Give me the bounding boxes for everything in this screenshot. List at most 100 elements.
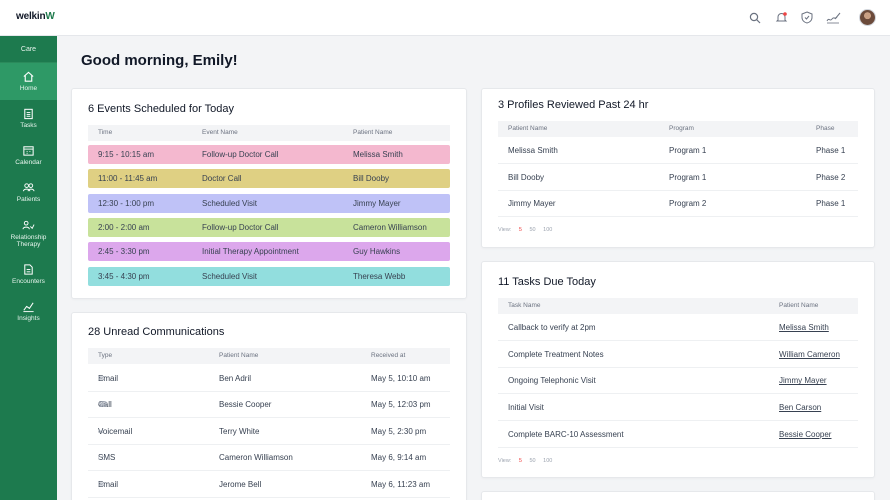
sidebar-item-insights[interactable]: Insights bbox=[0, 293, 57, 330]
view-option-100[interactable]: 100 bbox=[543, 227, 553, 233]
task-patient-link[interactable]: Melissa Smith bbox=[779, 323, 829, 332]
sidebar-item-label: Encounters bbox=[12, 278, 45, 286]
event-row[interactable]: 2:45 - 3:30 pm Initial Therapy Appointmen… bbox=[88, 242, 450, 262]
sidebar-item-tasks[interactable]: Tasks bbox=[0, 100, 57, 137]
sidebar-item-calendar[interactable]: Calendar bbox=[0, 137, 57, 174]
event-row[interactable]: 12:30 - 1:00 pm Scheduled Visit Jimmy Maye… bbox=[88, 193, 450, 213]
communication-row[interactable]: ✉ Email Jerome Bell May 6, 11:23 am bbox=[88, 472, 450, 498]
column-header: Event Name bbox=[202, 129, 238, 136]
event-patient: Bill Dooby bbox=[353, 174, 390, 184]
task-patient-link[interactable]: William Cameron bbox=[779, 349, 840, 359]
event-row[interactable]: 3:45 - 4:30 pm Scheduled Visit Theresa Web… bbox=[88, 266, 450, 286]
app-logo[interactable]: welkinW bbox=[16, 11, 55, 22]
communication-type-label: Voicemail bbox=[98, 426, 133, 436]
communication-type: ∞ Voicemail bbox=[98, 419, 132, 445]
view-option-50[interactable]: 50 bbox=[529, 227, 536, 233]
home-icon bbox=[23, 71, 34, 83]
event-patient: Theresa Webb bbox=[353, 271, 406, 281]
communication-type: ▭ SMS bbox=[98, 445, 115, 471]
task-name: Complete BARC-10 Assessment bbox=[508, 429, 624, 439]
view-option-100[interactable]: 100 bbox=[543, 458, 553, 464]
communication-patient: Terry White bbox=[219, 426, 260, 436]
tasks-pagination: View: 5 50 100 bbox=[498, 458, 558, 464]
view-option-5[interactable]: 5 bbox=[518, 458, 522, 464]
view-option-50[interactable]: 50 bbox=[529, 458, 536, 464]
profiles-title: 3 Profiles Reviewed Past 24 hr bbox=[498, 99, 649, 111]
view-option-5[interactable]: 5 bbox=[518, 227, 522, 233]
profile-row[interactable]: Bill Dooby Program 1 Phase 2 bbox=[498, 165, 858, 191]
column-header: Patient Name bbox=[219, 352, 259, 359]
communications-title: 28 Unread Communications bbox=[88, 326, 225, 338]
communication-type-label: Email bbox=[98, 374, 119, 383]
column-header: Patient Name bbox=[508, 125, 548, 132]
voicemail-icon: ∞ bbox=[98, 426, 104, 436]
phone-icon: ☎ bbox=[98, 400, 108, 410]
sidebar-item-home[interactable]: Home bbox=[0, 63, 57, 100]
event-name: Follow-up Doctor Call bbox=[202, 150, 279, 159]
task-row[interactable]: Complete BARC-10 Assessment Bessie Cooper bbox=[498, 422, 858, 448]
task-row[interactable]: Callback to verify at 2pm Melissa Smith bbox=[498, 315, 858, 341]
sidebar-item-label: Home bbox=[19, 85, 38, 93]
profiles-card: 3 Profiles Reviewed Past 24 hr Patient N… bbox=[481, 88, 875, 248]
profile-row[interactable]: Melissa Smith Program 1 Phase 1 bbox=[498, 138, 858, 164]
event-name: Doctor Call bbox=[202, 174, 242, 184]
communication-row[interactable]: ✉ Email Ben Adril May 5, 10:10 am bbox=[88, 366, 450, 392]
communication-patient: Bessie Cooper bbox=[219, 400, 272, 410]
calendar-icon bbox=[23, 146, 34, 157]
event-patient: Guy Hawkins bbox=[353, 247, 401, 257]
profile-phase: Phase 1 bbox=[816, 146, 846, 155]
events-table-header: Time Event Name Patient Name bbox=[88, 125, 450, 141]
task-row[interactable]: Initial Visit Ben Carson bbox=[498, 395, 858, 422]
sidebar-item-label: Relationship Therapy bbox=[10, 233, 47, 248]
communication-received: May 6, 9:14 am bbox=[371, 453, 427, 463]
clipboard-icon bbox=[24, 109, 33, 120]
sidebar-item-encounters[interactable]: Encounters bbox=[0, 256, 57, 293]
task-patient-link[interactable]: Jimmy Mayer bbox=[779, 376, 827, 386]
communication-type: ☎ Call bbox=[98, 392, 112, 418]
event-row[interactable]: 2:00 - 2:00 am Follow-up Doctor Call Camer… bbox=[88, 217, 450, 237]
top-bar: welkinW bbox=[0, 0, 890, 36]
profile-row[interactable]: Jimmy Mayer Program 2 Phase 1 bbox=[498, 191, 858, 217]
profile-patient: Bill Dooby bbox=[508, 172, 545, 182]
task-patient-link[interactable]: Ben Carson bbox=[779, 403, 822, 413]
communication-row[interactable]: ☎ Call Bessie Cooper May 5, 12:03 pm bbox=[88, 392, 450, 419]
communication-row[interactable]: ∞ Voicemail Terry White May 5, 2:30 pm bbox=[88, 419, 450, 445]
event-row[interactable]: 9:15 - 10:15 am Follow-up Doctor Call Meli… bbox=[88, 145, 450, 164]
profile-program: Program 2 bbox=[669, 199, 707, 208]
view-label: View: bbox=[498, 227, 512, 233]
event-patient: Melissa Smith bbox=[353, 150, 403, 159]
sidebar-item-label: Tasks bbox=[20, 122, 37, 130]
bell-icon[interactable] bbox=[773, 10, 789, 26]
column-header: Time bbox=[98, 129, 113, 136]
sidebar-item-relationship-therapy[interactable]: Relationship Therapy bbox=[0, 211, 57, 256]
column-header: Patient Name bbox=[779, 302, 819, 309]
signature-icon[interactable] bbox=[825, 10, 841, 26]
communication-received: May 5, 12:03 pm bbox=[371, 400, 431, 410]
event-time: 9:15 - 10:15 am bbox=[98, 150, 155, 159]
sidebar-item-patients[interactable]: Patients bbox=[0, 174, 57, 211]
search-icon[interactable] bbox=[747, 10, 763, 26]
event-row[interactable]: 11:00 - 11:45 am Doctor Call Bill Dooby bbox=[88, 169, 450, 189]
task-row[interactable]: Complete Treatment Notes William Cameron bbox=[498, 342, 858, 368]
communications-table-header: Type Patient Name Received at bbox=[88, 348, 450, 364]
communication-received: May 5, 2:30 pm bbox=[371, 426, 427, 436]
column-header: Received at bbox=[371, 352, 406, 359]
column-header: Task Name bbox=[508, 302, 541, 309]
event-time: 2:00 - 2:00 am bbox=[98, 222, 150, 232]
document-icon bbox=[24, 264, 33, 276]
communication-row[interactable]: ▭ SMS Cameron Williamson May 6, 9:14 am bbox=[88, 445, 450, 472]
event-name: Initial Therapy Appointment bbox=[202, 247, 299, 257]
communication-patient: Ben Adril bbox=[219, 374, 252, 383]
tasks-card: 11 Tasks Due Today Task Name Patient Nam… bbox=[481, 261, 875, 478]
task-row[interactable]: Ongoing Telephonic Visit Jimmy Mayer bbox=[498, 368, 858, 395]
shield-icon[interactable] bbox=[799, 10, 815, 26]
people-icon bbox=[22, 183, 35, 192]
profiles-pagination: View: 5 50 100 bbox=[498, 227, 558, 233]
task-name: Initial Visit bbox=[508, 403, 544, 413]
events-title: 6 Events Scheduled for Today bbox=[88, 103, 234, 115]
task-patient-link[interactable]: Bessie Cooper bbox=[779, 429, 832, 439]
avatar[interactable] bbox=[859, 9, 876, 26]
event-time: 2:45 - 3:30 pm bbox=[98, 247, 150, 257]
tasks-table-header: Task Name Patient Name bbox=[498, 298, 858, 314]
event-name: Scheduled Visit bbox=[202, 198, 257, 208]
